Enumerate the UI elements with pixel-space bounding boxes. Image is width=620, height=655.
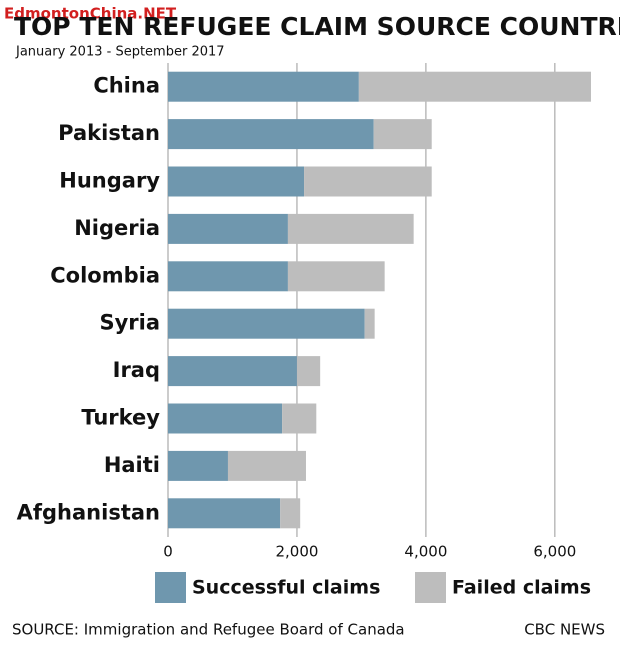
bar-segment: [280, 498, 301, 529]
x-tick-label: 6,000: [533, 543, 576, 561]
bar-segment: [373, 119, 432, 150]
x-tick-label: 2,000: [275, 543, 318, 561]
legend-swatch: [155, 572, 186, 603]
y-tick-label: Afghanistan: [17, 500, 160, 524]
bar-segment: [227, 450, 306, 481]
y-tick-label: Iraq: [113, 358, 160, 382]
bar-segment: [168, 71, 359, 102]
watermark: EdmontonChina.NET: [4, 5, 177, 23]
bar-segment: [168, 403, 283, 434]
bar-segment: [168, 166, 305, 197]
y-tick-label: Hungary: [59, 169, 160, 193]
y-tick-label: Colombia: [50, 263, 160, 287]
y-tick-label: Turkey: [81, 406, 160, 430]
bar-segment: [287, 261, 385, 292]
x-tick-label: 0: [163, 543, 173, 561]
y-tick-label: Nigeria: [74, 216, 160, 240]
bar-segment: [168, 213, 288, 244]
y-tick-label: Syria: [99, 311, 160, 335]
bar-segment: [282, 403, 317, 434]
legend-label: Successful claims: [192, 577, 380, 599]
legend-label: Failed claims: [452, 577, 591, 599]
bar-segment: [364, 308, 375, 339]
bar-segment: [168, 261, 288, 292]
bar-segment: [168, 498, 281, 529]
chart-title: TOP TEN REFUGEE CLAIM SOURCE COUNTRIES: [14, 12, 620, 41]
credit: CBC NEWS: [524, 621, 605, 639]
bar-segment: [296, 356, 321, 387]
bar-segment: [168, 450, 228, 481]
bar-segment: [168, 308, 365, 339]
y-tick-label: Haiti: [104, 453, 160, 477]
y-tick-label: China: [93, 74, 160, 98]
bar-segment: [304, 166, 432, 197]
source: SOURCE: Immigration and Refugee Board of…: [12, 621, 405, 639]
bar-segment: [358, 71, 591, 102]
bar-segment: [287, 213, 414, 244]
chart-subtitle: January 2013 - September 2017: [15, 45, 225, 60]
bar-segment: [168, 356, 297, 387]
bar-segment: [168, 119, 374, 150]
legend-swatch: [415, 572, 446, 603]
x-tick-label: 4,000: [404, 543, 447, 561]
y-tick-label: Pakistan: [58, 121, 160, 145]
